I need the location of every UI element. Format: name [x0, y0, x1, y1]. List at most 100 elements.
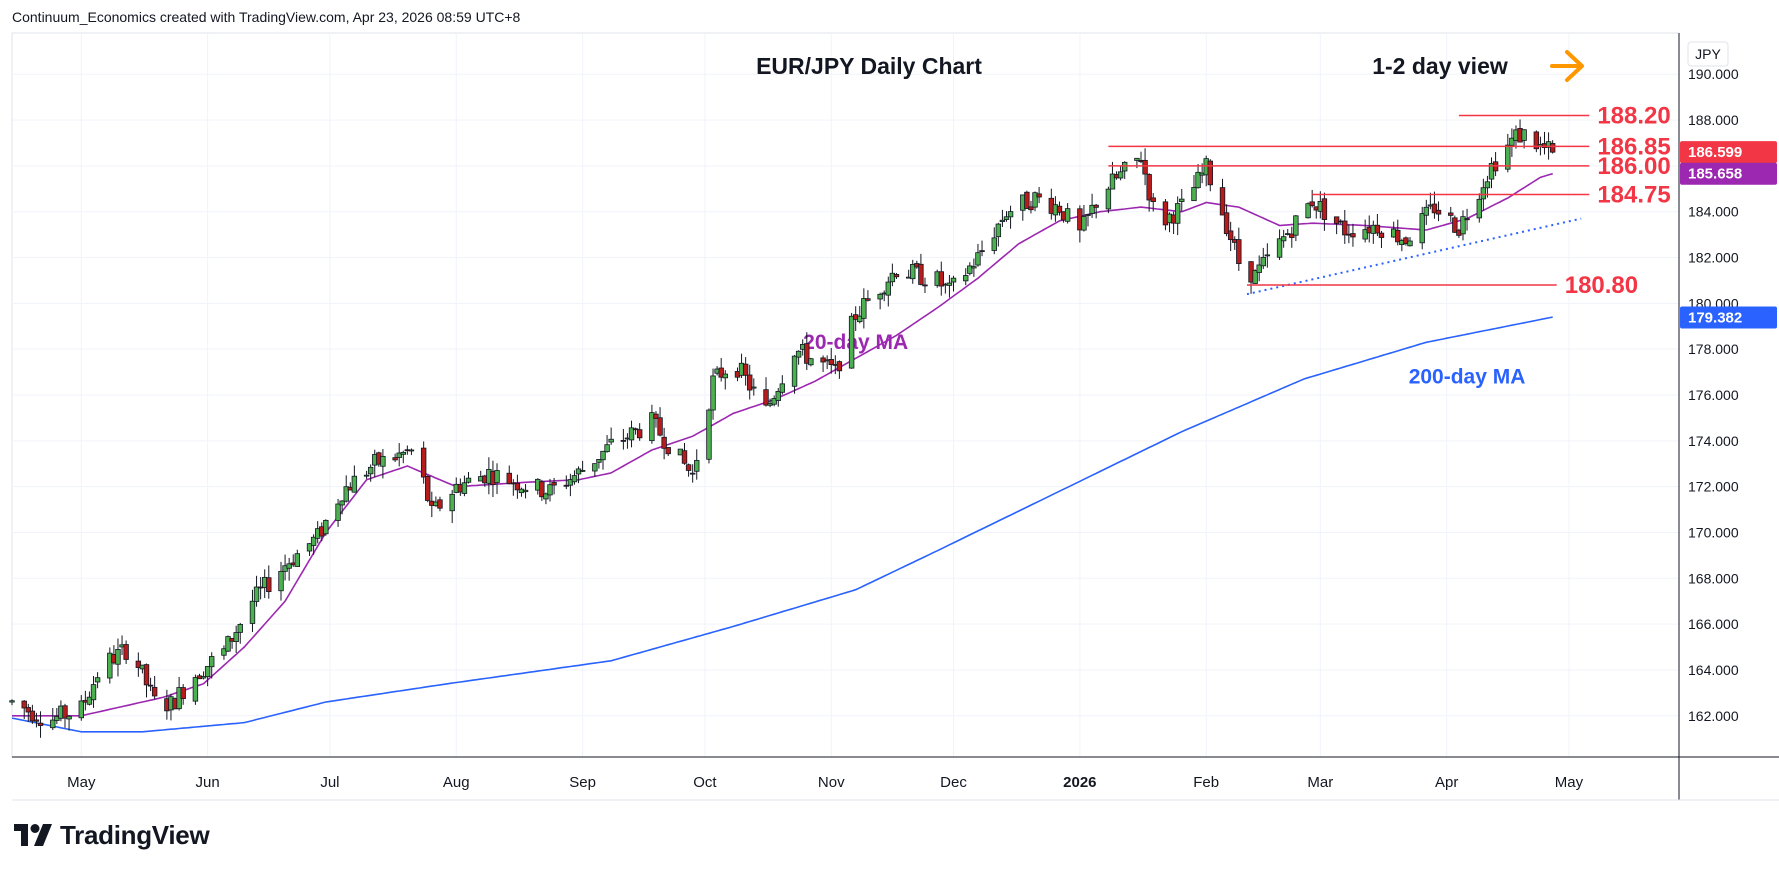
candle-body-up: [294, 553, 301, 567]
candle-body-up: [449, 493, 455, 512]
candle-body-down: [1142, 159, 1148, 175]
candle-body-up: [1081, 216, 1087, 231]
candle-body-up: [1179, 198, 1185, 202]
candle: [665, 447, 671, 457]
candle: [910, 259, 916, 284]
candle-body-up: [249, 600, 256, 624]
candle-body-down: [539, 481, 545, 498]
tradingview-logo[interactable]: TradingView: [14, 818, 210, 852]
candle: [1191, 175, 1197, 202]
candle-body-down: [918, 263, 924, 285]
candle: [771, 395, 777, 407]
y-tick-label: 174.000: [1688, 433, 1739, 449]
candle-body-down: [1146, 174, 1152, 201]
candle: [1064, 203, 1071, 224]
candle-body-up: [991, 237, 997, 251]
candle-body-down: [420, 447, 427, 478]
candle: [1056, 201, 1063, 216]
candle: [706, 408, 712, 464]
candle-body-down: [425, 476, 431, 501]
candle: [1089, 193, 1095, 218]
candle-body-down: [661, 436, 667, 449]
candle-body-up: [115, 648, 121, 665]
candle-body-up: [286, 563, 292, 569]
candle: [1081, 204, 1087, 232]
candle: [1179, 188, 1185, 212]
y-tick-label: 162.000: [1688, 708, 1739, 724]
candle-body-up: [1109, 173, 1116, 190]
candle: [877, 292, 883, 310]
candle: [1223, 204, 1230, 237]
candle: [747, 364, 753, 400]
candle-body-up: [363, 474, 370, 477]
candle: [94, 672, 101, 689]
candle-body-up: [204, 666, 211, 678]
candle-body-up: [706, 409, 712, 460]
candle: [600, 450, 606, 470]
candle: [437, 496, 443, 512]
candle-body-up: [1134, 157, 1140, 161]
candle-body-down: [180, 687, 186, 700]
candle: [1195, 164, 1201, 189]
candle: [494, 463, 500, 495]
candle-body-up: [1484, 181, 1491, 189]
candle-body-down: [266, 577, 272, 593]
candle-body-down: [437, 499, 443, 509]
chart-annotations: EUR/JPY Daily Chart 1-2 day view: [756, 50, 1584, 82]
candle: [1460, 210, 1466, 241]
candle: [893, 272, 900, 280]
currency-badge[interactable]: [1687, 41, 1729, 67]
candle-body-up: [1085, 214, 1091, 216]
candle-body-down: [836, 361, 843, 372]
candle-body-down: [632, 428, 639, 431]
x-tick-label: Aug: [443, 774, 470, 791]
candle-body-down: [1549, 143, 1556, 153]
price-tag: [1680, 141, 1777, 164]
moving-average-lines: 20-day MA 200-day MA: [11, 172, 1582, 733]
candle-body-down: [1464, 218, 1470, 221]
x-tick-label: Feb: [1193, 774, 1219, 791]
candle-body-down: [763, 389, 769, 406]
candle-body-down: [1093, 204, 1099, 208]
candle-body-down: [1289, 233, 1295, 238]
candle: [225, 635, 231, 653]
candle-body-down: [685, 464, 692, 471]
candle: [1423, 199, 1430, 225]
candle-body-up: [967, 265, 973, 274]
candle: [62, 703, 68, 728]
candle-body-down: [1533, 131, 1540, 150]
candle: [1362, 219, 1368, 243]
candle: [1305, 202, 1311, 219]
candle-body-down: [1395, 229, 1401, 243]
candle: [1464, 208, 1470, 231]
candle: [1533, 130, 1540, 153]
chart-title: EUR/JPY Daily Chart: [756, 53, 982, 79]
x-tick-label: 2026: [1063, 774, 1096, 791]
candle: [286, 557, 292, 581]
candle-body-down: [29, 710, 36, 722]
candle-body-up: [861, 298, 867, 319]
candle: [1121, 161, 1128, 179]
candle: [1342, 209, 1348, 244]
candle-body-up: [335, 503, 341, 521]
candle-body-up: [1105, 188, 1112, 210]
candle-body-up: [1195, 171, 1201, 189]
candle-body-down: [1309, 201, 1315, 206]
candle-body-up: [995, 223, 1002, 238]
candle: [461, 475, 468, 497]
candle: [922, 277, 928, 294]
candle-body-up: [579, 470, 586, 472]
candle-body-up: [90, 684, 97, 701]
candle-body-up: [494, 470, 500, 483]
candle: [836, 360, 843, 379]
candle: [1028, 200, 1034, 214]
candle-body-down: [25, 707, 32, 713]
candle: [710, 368, 716, 420]
candle: [180, 684, 186, 705]
candle: [449, 489, 455, 524]
candle: [848, 312, 855, 369]
candle: [828, 347, 834, 374]
candle: [1309, 189, 1315, 208]
candle-body-up: [779, 383, 786, 393]
